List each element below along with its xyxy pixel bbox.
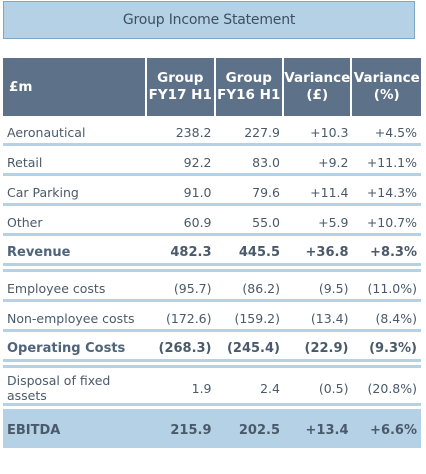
row-label: Disposal of fixed assets (3, 368, 148, 406)
cell-fy17: (268.3) (147, 332, 216, 362)
cell-fy17: 92.2 (147, 146, 216, 176)
cell-fy17: 60.9 (147, 206, 216, 236)
cell-fy17: (95.7) (147, 272, 216, 302)
section-divider (3, 266, 421, 272)
header-fy17-line2: FY17 H1 (148, 87, 212, 103)
cell-fy17: 91.0 (147, 176, 216, 206)
cell-variance-gbp: +5.9 (284, 206, 353, 236)
header-variance-pct-line2: (%) (373, 87, 400, 103)
cell-fy16: 227.9 (215, 116, 284, 146)
header-variance-gbp-line1: Variance (284, 70, 351, 86)
cell-fy16: 55.0 (215, 206, 284, 236)
cell-variance-pct: (11.0%) (352, 272, 421, 302)
header-variance-gbp-line2: (£) (306, 87, 329, 103)
table-header-row: £m Group FY17 H1 Group FY16 H1 Variance … (3, 58, 421, 116)
header-label-currency: £m (3, 58, 148, 116)
cell-fy16: (245.4) (215, 332, 284, 362)
header-fy17-line1: Group (157, 70, 204, 86)
cell-variance-pct: (9.3%) (352, 332, 421, 362)
cell-variance-pct: +6.6% (352, 412, 421, 448)
cell-variance-gbp: +9.2 (284, 146, 353, 176)
section-divider (3, 406, 421, 412)
cell-variance-pct: +14.3% (352, 176, 421, 206)
cell-variance-pct: (8.4%) (352, 302, 421, 332)
cell-fy17: 238.2 (147, 116, 216, 146)
row-label: Other (3, 206, 148, 236)
header-fy17: Group FY17 H1 (147, 58, 216, 116)
cell-fy16: 83.0 (215, 146, 284, 176)
cell-variance-gbp: (22.9) (284, 332, 353, 362)
cell-variance-pct: +8.3% (352, 236, 421, 266)
divider-cell (3, 406, 421, 412)
divider-cell (3, 362, 421, 368)
table-row-employee-costs: Employee costs (95.7) (86.2) (9.5) (11.0… (3, 272, 421, 302)
header-variance-pct-line1: Variance (353, 70, 420, 86)
row-label: Car Parking (3, 176, 148, 206)
cell-variance-pct: +11.1% (352, 146, 421, 176)
cell-fy16: 2.4 (215, 368, 284, 406)
page-title: Group Income Statement (3, 1, 415, 39)
row-label: Revenue (3, 236, 148, 266)
cell-fy16: (86.2) (215, 272, 284, 302)
cell-fy17: 215.9 (147, 412, 216, 448)
table-row-aeronautical: Aeronautical 238.2 227.9 +10.3 +4.5% (3, 116, 421, 146)
row-label: Retail (3, 146, 148, 176)
header-fy16-line2: FY16 H1 (217, 87, 281, 103)
table-row-car-parking: Car Parking 91.0 79.6 +11.4 +14.3% (3, 176, 421, 206)
table-row-non-employee-costs: Non-employee costs (172.6) (159.2) (13.4… (3, 302, 421, 332)
row-label: Employee costs (3, 272, 148, 302)
cell-fy17: 1.9 (147, 368, 216, 406)
table-row-ebitda: EBITDA 215.9 202.5 +13.4 +6.6% (3, 412, 421, 448)
cell-variance-gbp: +11.4 (284, 176, 353, 206)
divider-cell (3, 266, 421, 272)
cell-variance-gbp: (9.5) (284, 272, 353, 302)
header-fy16: Group FY16 H1 (215, 58, 284, 116)
row-label: Operating Costs (3, 332, 148, 362)
row-label: Non-employee costs (3, 302, 148, 332)
cell-variance-pct: +10.7% (352, 206, 421, 236)
header-variance-gbp: Variance (£) (284, 58, 353, 116)
row-label: Aeronautical (3, 116, 148, 146)
cell-fy16: 202.5 (215, 412, 284, 448)
header-variance-pct: Variance (%) (352, 58, 421, 116)
cell-fy16: 445.5 (215, 236, 284, 266)
table-row-retail: Retail 92.2 83.0 +9.2 +11.1% (3, 146, 421, 176)
cell-variance-gbp: +36.8 (284, 236, 353, 266)
header-fy16-line1: Group (225, 70, 272, 86)
cell-fy16: (159.2) (215, 302, 284, 332)
cell-fy17: 482.3 (147, 236, 216, 266)
cell-variance-gbp: +10.3 (284, 116, 353, 146)
table-row-other: Other 60.9 55.0 +5.9 +10.7% (3, 206, 421, 236)
cell-variance-pct: (20.8%) (352, 368, 421, 406)
cell-variance-gbp: (13.4) (284, 302, 353, 332)
table-row-revenue: Revenue 482.3 445.5 +36.8 +8.3% (3, 236, 421, 266)
row-label: EBITDA (3, 412, 148, 448)
cell-variance-pct: +4.5% (352, 116, 421, 146)
cell-variance-gbp: +13.4 (284, 412, 353, 448)
cell-fy17: (172.6) (147, 302, 216, 332)
cell-variance-gbp: (0.5) (284, 368, 353, 406)
section-divider (3, 362, 421, 368)
table-row-operating-costs: Operating Costs (268.3) (245.4) (22.9) (… (3, 332, 421, 362)
income-statement-table: £m Group FY17 H1 Group FY16 H1 Variance … (3, 58, 421, 448)
table-row-disposal: Disposal of fixed assets 1.9 2.4 (0.5) (… (3, 368, 421, 406)
cell-fy16: 79.6 (215, 176, 284, 206)
